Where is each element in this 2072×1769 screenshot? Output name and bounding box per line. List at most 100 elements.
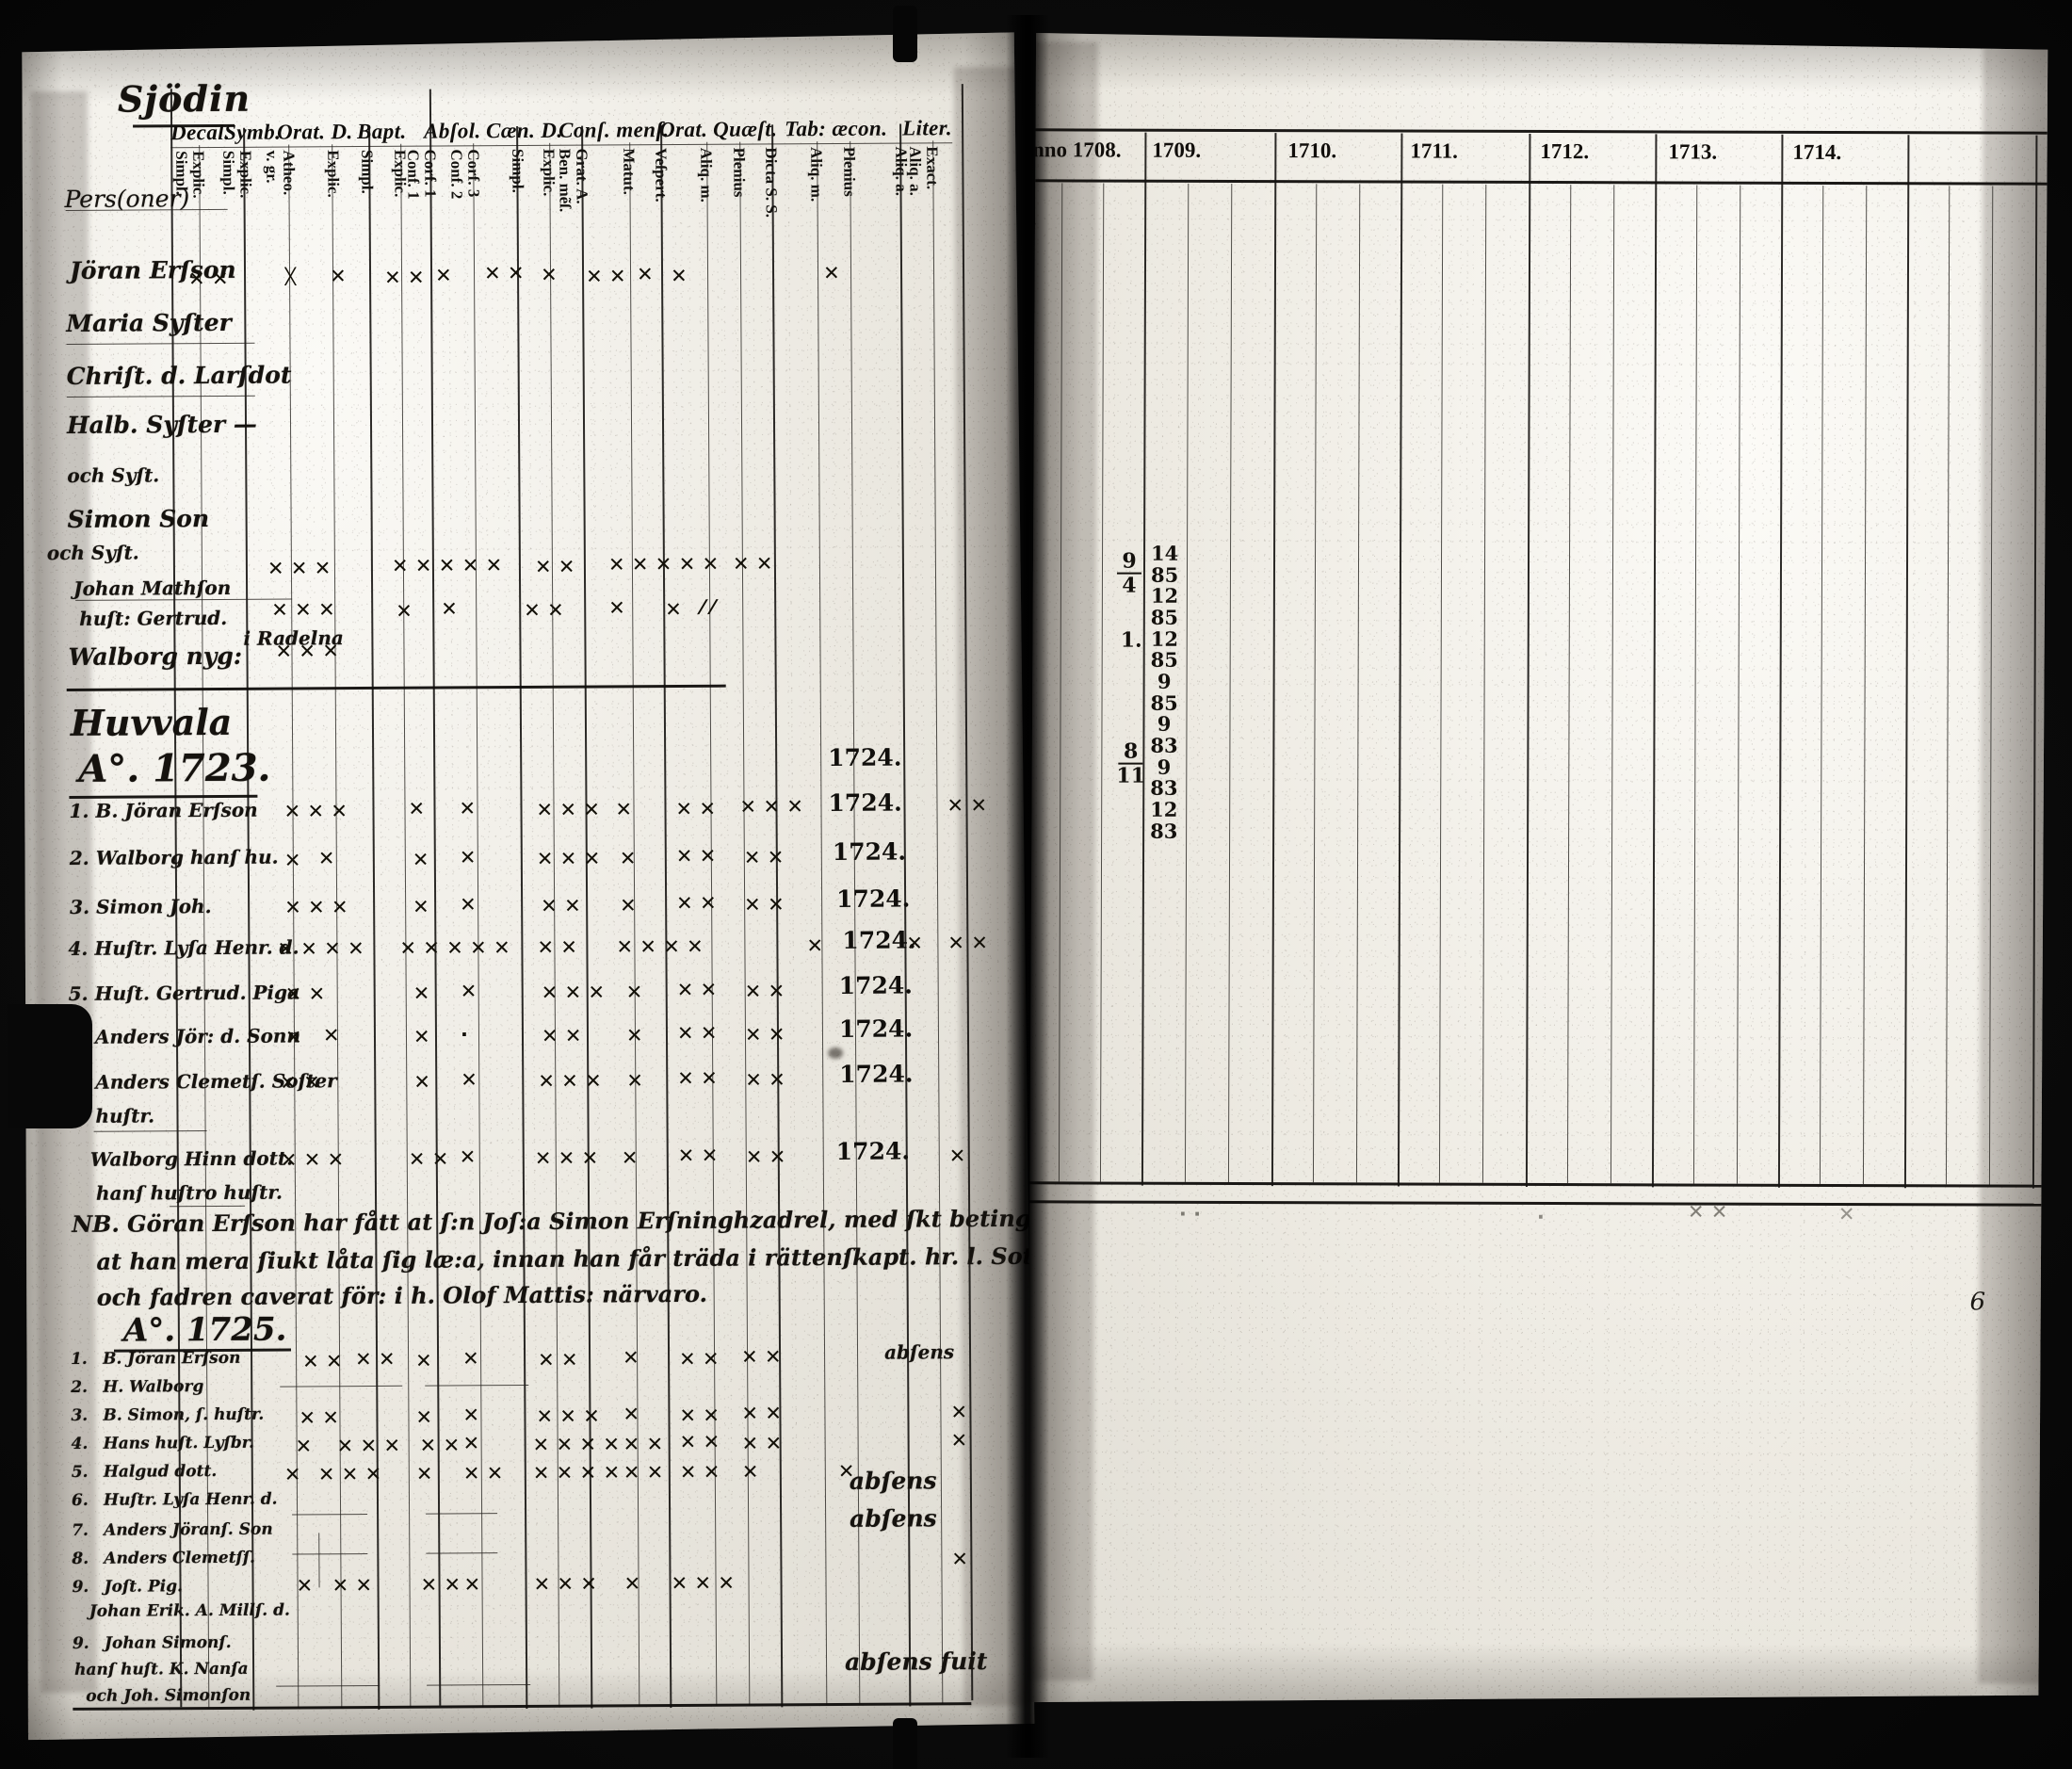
number-cell: 9 bbox=[1157, 755, 1172, 779]
number-cell: 85 bbox=[1150, 605, 1179, 629]
entry-year: 1724. bbox=[835, 1137, 911, 1165]
list-item-number: 5. bbox=[68, 982, 89, 1005]
subheader-line: Simpl. bbox=[358, 149, 377, 194]
list-item: Johan Simonſ. bbox=[104, 1632, 232, 1653]
entry-year: 1724. bbox=[838, 1014, 914, 1043]
subheader-atheo: Atheo.v. gr. bbox=[264, 150, 298, 195]
status-badge: abſens bbox=[849, 1467, 937, 1495]
year-header-1714: 1714. bbox=[1792, 139, 1842, 165]
section-year-1723: A°. 1723. bbox=[78, 745, 271, 791]
list-item-number: 3. bbox=[71, 1405, 89, 1425]
list-item: Simon Son bbox=[67, 505, 210, 533]
fraction-numerator: 9 bbox=[1122, 548, 1137, 574]
subheader-line: Simpl. bbox=[219, 150, 238, 195]
number-cell: 83 bbox=[1150, 819, 1178, 843]
list-item: Walborg Hinn dott. bbox=[89, 1146, 294, 1171]
list-item: Huſtr. Lyſa Henr. d. bbox=[94, 935, 299, 960]
header-tab-aecon: Tab: æcon. bbox=[785, 116, 888, 141]
number-column: 14 85 12 85 12 85 9 85 9 83 9 83 12 83 bbox=[1150, 544, 1178, 842]
list-item: Chriſt. d. Larſdot bbox=[66, 361, 292, 390]
fraction-numerator: 8 bbox=[1124, 738, 1139, 764]
list-item: Joſt. Pig. bbox=[104, 1577, 184, 1597]
list-item: och Syſt. bbox=[46, 541, 139, 565]
list-item: Walborg hanſ hu. bbox=[95, 845, 279, 869]
fraction-denominator: 4 bbox=[1122, 573, 1137, 598]
page-notch bbox=[8, 1004, 92, 1128]
header-quaest: Quæſt. bbox=[713, 117, 778, 141]
header-bapt: Bapt. bbox=[357, 119, 407, 144]
list-item: och Joh. Simonſon bbox=[86, 1685, 251, 1706]
note-line-1: NB. Göran Erſson har fått at ſ:n Joſ:a S… bbox=[72, 1204, 1101, 1238]
right-leaf: Anno 1708. 1709. 1710. 1711. 1712. 1713.… bbox=[1027, 23, 2054, 1712]
list-item: Maria Syſter bbox=[66, 308, 232, 337]
header-cons-mens: Conſ. menſ. bbox=[558, 118, 670, 142]
year-note-1724-top: 1724. bbox=[828, 743, 902, 772]
fraction-entry: 8 11 bbox=[1116, 741, 1145, 787]
list-item: B. Jöran Erſson bbox=[95, 798, 258, 822]
number-cell: 85 bbox=[1150, 690, 1178, 715]
list-item: Anders Jör: d. Sonn bbox=[94, 1024, 301, 1048]
list-item: hanſ huſtro huſtr. bbox=[95, 1180, 283, 1205]
status-badge: abſens bbox=[883, 1340, 955, 1364]
header-orat-d: Orat. D. bbox=[277, 120, 353, 144]
number-cell: 83 bbox=[1150, 733, 1178, 757]
edge-shading-right bbox=[1027, 23, 2054, 1712]
list-item-number: 7. bbox=[72, 1520, 89, 1540]
list-item-number: 9. bbox=[72, 1633, 89, 1653]
subheader-line: Aliq. a. bbox=[906, 146, 925, 196]
number-cell: 9 bbox=[1157, 669, 1172, 693]
entry-year: 1724. bbox=[838, 971, 914, 999]
subheader-simpl-4: Simpl. bbox=[358, 150, 375, 194]
list-item-number: 2. bbox=[71, 1377, 89, 1397]
header-absol: Abſol. bbox=[424, 119, 481, 143]
section-year-1725: A°. 1725. bbox=[122, 1310, 287, 1350]
subheader-explic-simpl-2: Explic. Simpl. bbox=[220, 151, 254, 199]
list-item: H. Walborg bbox=[103, 1377, 204, 1397]
entry-year: 1724. bbox=[842, 926, 916, 954]
header-liter: Liter. bbox=[902, 116, 953, 140]
header-decal: Decal. bbox=[170, 120, 231, 145]
subheader-line: Conf. 2 bbox=[447, 149, 466, 200]
subheader-line: Ben. mẽſ. bbox=[556, 148, 575, 213]
list-item-number: 4. bbox=[68, 936, 89, 960]
year-header-1709: 1709. bbox=[1152, 138, 1202, 162]
list-item: Johan Erik. A. Millſ. d. bbox=[89, 1600, 290, 1621]
book-spread: Sjödin Decal. Symb. Orat. D. Bapt. Abſol… bbox=[8, 6, 2061, 1769]
list-item-number: 9. bbox=[72, 1577, 89, 1597]
fraction-entry-single: 1. bbox=[1120, 627, 1142, 653]
paper-grain-right bbox=[1027, 23, 2054, 1712]
list-item: Halb. Syſter — bbox=[66, 410, 257, 439]
outer-edge-streak bbox=[1978, 44, 2048, 1683]
book-gutter bbox=[1006, 15, 1049, 1758]
header-caen-d: Cæn. D. bbox=[486, 118, 563, 143]
entry-year: 1724. bbox=[836, 884, 911, 913]
entry-year: 1724. bbox=[832, 837, 907, 866]
header-orat: Orat. bbox=[659, 117, 708, 142]
header-symb: Symb. bbox=[224, 120, 282, 144]
number-cell: 12 bbox=[1150, 797, 1178, 821]
entry-year-7: 1724. bbox=[839, 1060, 914, 1088]
list-item: Anders Clemetſſ. bbox=[104, 1548, 256, 1568]
list-item-number: 6. bbox=[71, 1490, 89, 1510]
note-line-2: at han mera ſiukt låta ſig læ:a, innan h… bbox=[96, 1242, 1033, 1275]
year-header-1713: 1713. bbox=[1668, 139, 1718, 164]
page-number: 6 bbox=[1969, 1288, 1986, 1317]
list-item: Johan Mathſon bbox=[73, 576, 232, 600]
list-item: huſt: Gertrud. bbox=[79, 606, 228, 630]
section-place-1723: Huvvala bbox=[70, 700, 233, 744]
number-cell: 83 bbox=[1150, 776, 1178, 801]
list-item: huſtr. bbox=[95, 1104, 155, 1128]
list-item-number: 8. bbox=[72, 1549, 89, 1568]
year-header-1710: 1710. bbox=[1287, 138, 1337, 163]
list-item: Huſtr. Lyſa Henr. d. bbox=[103, 1489, 278, 1510]
subheader-exact: Exact.Aliq. a. bbox=[907, 146, 941, 196]
list-item: B. Simon, ſ. huſtr. bbox=[103, 1404, 265, 1425]
list-item: B. Jöran Erſson bbox=[103, 1348, 241, 1369]
binding-clamp-top bbox=[893, 6, 917, 62]
left-leaf: Sjödin Decal. Symb. Orat. D. Bapt. Abſol… bbox=[11, 29, 1034, 1741]
fraction-denominator: 11 bbox=[1116, 763, 1145, 788]
list-item: Halgud dott. bbox=[103, 1461, 218, 1482]
number-cell: 9 bbox=[1157, 712, 1172, 737]
list-item-number: 4. bbox=[71, 1434, 89, 1453]
